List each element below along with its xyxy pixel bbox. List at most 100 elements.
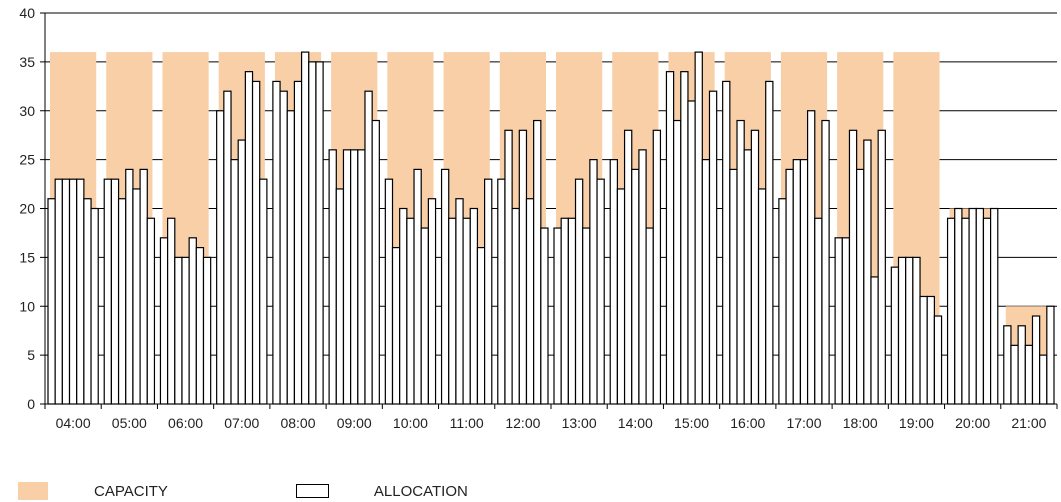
- y-tick-label: 35: [19, 54, 35, 70]
- x-tick-label: 10:00: [393, 415, 428, 431]
- allocation-bar: [680, 71, 689, 405]
- allocation-bar: [736, 119, 745, 405]
- allocation-bar: [371, 119, 380, 405]
- allocation-bar: [61, 178, 71, 405]
- allocation-bar: [350, 149, 359, 405]
- allocation-bar: [76, 178, 85, 405]
- allocation-bar: [68, 178, 78, 405]
- allocation-bar: [694, 51, 703, 405]
- legend-capacity-label: CAPACITY: [94, 482, 168, 500]
- allocation-bar: [1031, 315, 1041, 405]
- y-tick-label: 40: [19, 5, 35, 21]
- allocation-bar: [673, 119, 682, 405]
- allocation-bar: [841, 237, 851, 405]
- capacity-swatch: [18, 482, 48, 500]
- allocation-bar: [83, 198, 92, 405]
- allocation-bar: [1024, 344, 1034, 405]
- allocation-bar: [364, 90, 373, 405]
- allocation-bar: [933, 315, 943, 405]
- allocation-bar: [946, 217, 956, 405]
- allocation-bar: [146, 217, 156, 405]
- allocation-bar: [518, 129, 528, 405]
- allocation-bar: [954, 207, 963, 405]
- allocation-bar: [567, 217, 577, 405]
- allocation-bar: [244, 71, 254, 405]
- allocation-bar: [504, 129, 513, 405]
- allocation-bar: [1003, 325, 1012, 405]
- x-tick-label: 05:00: [112, 415, 147, 431]
- allocation-bar: [722, 80, 731, 405]
- allocation-bar: [645, 227, 654, 405]
- x-tick-label: 21:00: [1011, 415, 1046, 431]
- allocation-bar: [286, 110, 296, 405]
- x-tick-label: 16:00: [730, 415, 765, 431]
- allocation-bar: [870, 276, 879, 405]
- allocation-bar: [167, 217, 176, 405]
- allocation-bar: [181, 256, 190, 405]
- allocation-bar: [560, 217, 569, 405]
- legend-allocation: ALLOCATION: [295, 482, 468, 500]
- allocation-bar: [765, 80, 774, 405]
- y-tick-label: 15: [19, 249, 35, 265]
- allocation-bar: [497, 178, 506, 405]
- x-tick-label: 13:00: [562, 415, 597, 431]
- allocation-bar: [623, 129, 633, 405]
- allocation-bar: [687, 100, 696, 405]
- allocation-bar: [476, 247, 486, 405]
- allocation-bar: [279, 90, 288, 405]
- allocation-bar: [47, 198, 56, 405]
- allocation-bar: [54, 178, 63, 405]
- x-tick-label: 08:00: [280, 415, 315, 431]
- allocation-bar: [216, 110, 225, 405]
- allocation-bar: [174, 256, 183, 405]
- allocation-bar: [848, 129, 858, 405]
- allocation-bar: [223, 90, 232, 405]
- allocation-bar: [785, 168, 794, 405]
- allocation-bar: [427, 198, 437, 405]
- allocation-bar: [1010, 344, 1019, 405]
- allocation-bar: [300, 51, 310, 405]
- allocation-bar: [525, 198, 535, 405]
- x-tick-label: 15:00: [674, 415, 709, 431]
- allocation-bar: [806, 110, 816, 405]
- allocation-bar: [589, 159, 598, 405]
- allocation-bar: [462, 217, 471, 405]
- allocation-bar: [582, 227, 591, 405]
- x-tick-label: 20:00: [955, 415, 990, 431]
- allocation-bar: [574, 178, 584, 405]
- legend-allocation-label: ALLOCATION: [373, 482, 468, 500]
- allocation-bar: [814, 217, 823, 405]
- y-tick-label: 20: [19, 201, 35, 217]
- allocation-bar: [897, 256, 907, 405]
- allocation-bar: [406, 217, 415, 405]
- allocation-bar: [455, 198, 464, 405]
- x-tick-label: 12:00: [505, 415, 540, 431]
- allocation-bar: [251, 80, 261, 405]
- legend: CAPACITY ALLOCATION: [18, 480, 468, 502]
- allocation-bar: [259, 178, 268, 405]
- allocation-bar: [968, 207, 977, 405]
- allocation-bar: [743, 149, 752, 405]
- allocation-bar: [237, 139, 246, 405]
- allocation-bar: [834, 237, 843, 405]
- x-tick-label: 04:00: [56, 415, 91, 431]
- allocation-bar: [863, 139, 872, 405]
- legend-capacity: CAPACITY: [18, 482, 168, 500]
- y-tick-label: 25: [19, 152, 35, 168]
- allocation-bar: [308, 61, 317, 405]
- allocation-bar: [159, 237, 169, 405]
- allocation-bar: [890, 266, 900, 405]
- allocation-bar: [357, 149, 366, 405]
- allocation-bar: [729, 168, 738, 405]
- allocation-bar: [335, 188, 345, 405]
- allocation-bar: [448, 217, 457, 405]
- allocation-bar: [202, 256, 212, 405]
- allocation-bar: [912, 256, 921, 405]
- allocation-bar: [631, 168, 640, 405]
- allocation-bar: [638, 149, 647, 405]
- allocation-bar: [132, 188, 141, 405]
- allocation-bar: [342, 149, 352, 405]
- allocation-bar: [701, 159, 711, 405]
- allocation-bar: [877, 129, 886, 405]
- allocation-bar: [328, 149, 337, 405]
